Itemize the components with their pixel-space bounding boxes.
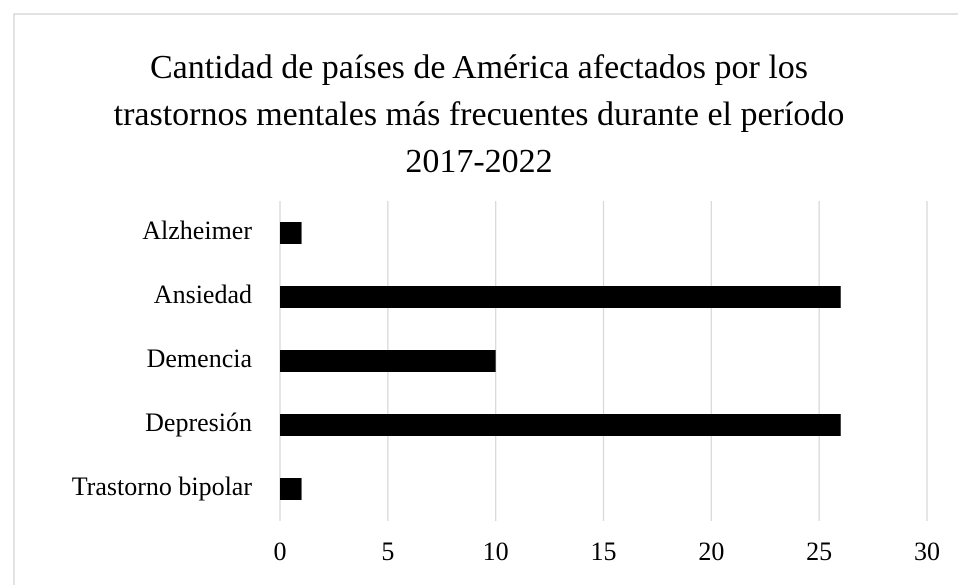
chart-border bbox=[13, 13, 958, 585]
bar bbox=[280, 350, 496, 372]
y-tick-label: Depresión bbox=[145, 408, 252, 437]
bar bbox=[280, 478, 302, 500]
x-tick-label: 20 bbox=[698, 537, 724, 566]
x-tick-label: 10 bbox=[483, 537, 509, 566]
bar bbox=[280, 414, 841, 436]
bar bbox=[280, 286, 841, 308]
x-tick-label: 15 bbox=[591, 537, 617, 566]
bar bbox=[280, 222, 302, 244]
x-tick-label: 0 bbox=[274, 537, 287, 566]
x-tick-label: 30 bbox=[914, 537, 940, 566]
x-tick-label: 5 bbox=[381, 537, 394, 566]
y-tick-label: Trastorno bipolar bbox=[72, 472, 253, 501]
y-tick-label: Ansiedad bbox=[154, 280, 252, 309]
x-tick-label: 25 bbox=[806, 537, 832, 566]
chart-title: Cantidad de países de América afectados … bbox=[113, 49, 845, 180]
y-tick-label: Demencia bbox=[147, 344, 253, 373]
y-tick-label: Alzheimer bbox=[142, 216, 252, 245]
